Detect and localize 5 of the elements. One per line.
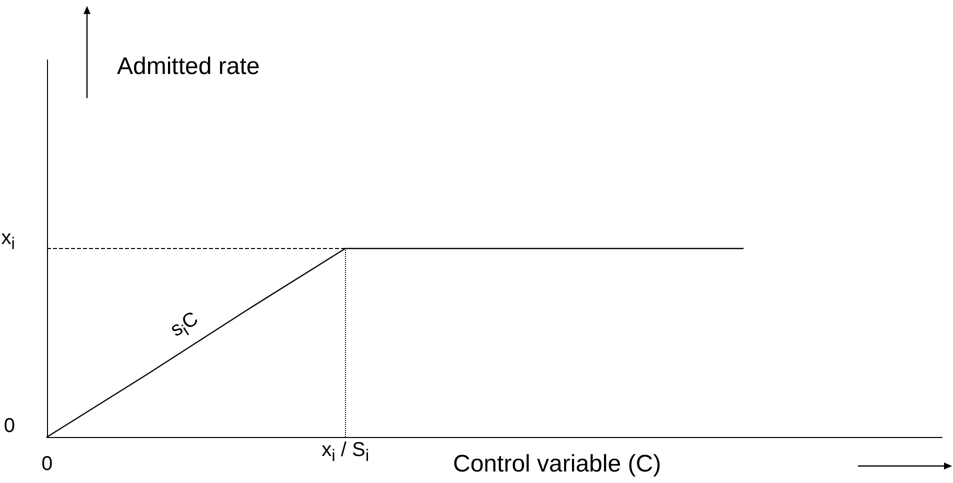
text: x$_{i}$ (0, 226, 15, 254)
x-axis-title: Control variable (C) (453, 450, 662, 478)
text: 0 (2, 414, 15, 439)
text: Admitted rate (117, 53, 260, 80)
x-tick-label: x$_{i}$ / S$_{i}$ (320, 439, 370, 467)
